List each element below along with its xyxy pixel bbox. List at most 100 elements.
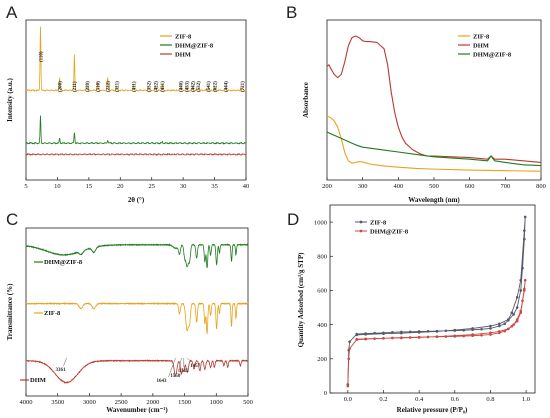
series-marker-d — [382, 332, 385, 335]
panel-a: A 5 10 15 20 25 30 35 40 (110) (200) (211) (220) (31… — [6, 3, 249, 204]
inline-label-c: DHM@ZIF-8 — [44, 259, 83, 266]
series-marker-d — [523, 237, 526, 241]
series-line-c — [25, 242, 249, 269]
x-tick-label-c: 2000 — [146, 399, 159, 406]
series-line-b — [326, 35, 542, 163]
y-tick-label-d: 400 — [317, 322, 327, 329]
series-marker-d — [521, 266, 524, 270]
peak-annotation-a: (442) — [191, 81, 196, 92]
legend-entry-b: ZIF-8 — [473, 33, 490, 40]
x-tick-label-a: 5 — [24, 183, 27, 190]
x-tick-label-d: 0.4 — [415, 396, 424, 403]
x-axis-label-d: Relative pressure (P/P₀) — [397, 406, 468, 414]
series-line-d — [347, 216, 526, 385]
legend-entry-d: DHM@ZIF-8 — [370, 228, 409, 235]
peak-annotation-c: 1643 — [157, 379, 168, 384]
series-marker-d — [480, 333, 483, 337]
peak-annotation-a: (431) — [161, 81, 166, 92]
series-marker-d — [417, 336, 421, 339]
y-tick-label-d: 0 — [324, 390, 327, 397]
peak-annotation-a: (110) — [39, 51, 44, 62]
x-tick-label-b: 500 — [429, 183, 439, 190]
y-axis-label-d: Quantity Adsorbed (cm³/g STP) — [297, 252, 305, 348]
series-marker-d — [391, 331, 394, 334]
x-tick-label-c: 2500 — [115, 399, 128, 406]
x-tick-label-d: 1.0 — [522, 396, 530, 403]
legend-entry-b: DHM — [473, 42, 489, 49]
series-marker-d — [510, 311, 514, 314]
annotation-leader-c — [63, 357, 67, 367]
x-axis-label-c: Wavenumber (cm⁻¹) — [106, 406, 168, 414]
series-marker-d — [521, 299, 524, 303]
legend-marker-d — [359, 220, 363, 224]
inline-label-c: DHM — [30, 377, 46, 384]
plot-frame-a — [25, 19, 247, 181]
peak-annotation-a: (422) — [154, 81, 159, 92]
series-marker-d — [510, 325, 514, 328]
panel-letter-c: C — [6, 210, 18, 229]
annotation-leader-c — [178, 357, 182, 373]
series-marker-d — [417, 331, 421, 334]
panel-letter-b: B — [286, 3, 297, 22]
inline-label-c: ZIF-8 — [44, 310, 61, 317]
series-line-c — [25, 301, 249, 335]
legend-entry-b: DHM@ZIF-8 — [473, 51, 512, 58]
x-tick-label-c: 4000 — [20, 399, 33, 406]
series-marker-d — [391, 336, 394, 340]
series-marker-d — [506, 327, 510, 331]
series-marker-d — [348, 340, 351, 344]
series-marker-d — [348, 347, 351, 350]
series-marker-d — [364, 337, 367, 341]
x-tick-label-b: 600 — [465, 183, 475, 190]
peak-annotation-a: (211) — [73, 81, 78, 92]
series-marker-d — [512, 313, 515, 316]
series-line-b — [326, 131, 542, 167]
x-tick-label-a: 25 — [148, 183, 155, 190]
peak-annotation-c: 3361 — [56, 368, 67, 373]
x-tick-label-a: 20 — [117, 183, 124, 190]
y-tick-label-d: 200 — [317, 356, 327, 363]
series-marker-d — [519, 278, 523, 282]
series-marker-d — [453, 334, 457, 338]
x-tick-label-d: 0.2 — [379, 396, 387, 403]
series-line-b — [326, 115, 542, 172]
series-marker-d — [515, 319, 519, 323]
series-marker-d — [426, 335, 430, 339]
series-marker-d — [435, 335, 439, 338]
x-tick-label-b: 700 — [500, 183, 510, 190]
series-marker-d — [462, 328, 465, 332]
series-marker-d — [503, 322, 506, 326]
plot-content-c: 4000 3500 3000 2500 2000 1500 1000 500 DHM@ZIF-8… — [20, 242, 253, 406]
series-marker-d — [506, 318, 510, 321]
y-axis-label-c: Transmittance (%) — [6, 283, 14, 340]
peak-annotation-a: (332) — [147, 81, 152, 92]
panel-letter-d: D — [287, 210, 299, 229]
x-tick-label-b: 200 — [322, 183, 332, 190]
series-marker-d — [523, 289, 526, 292]
series-marker-d — [435, 330, 439, 333]
series-marker-d — [523, 278, 527, 282]
series-marker-d — [364, 333, 367, 336]
series-marker-d — [523, 229, 526, 232]
legend-entry-a: DHM@ZIF-8 — [175, 42, 214, 49]
series-marker-d — [489, 331, 492, 335]
x-tick-label-c: 3500 — [51, 399, 64, 406]
series-marker-d — [444, 329, 448, 333]
series-marker-d — [471, 333, 474, 336]
panel-d: D 0.0 0.2 0.4 0.6 0.8 1.0 0 200 400 600 800 1000 ZIF… — [287, 204, 536, 414]
series-marker-d — [373, 337, 376, 340]
x-axis-label-a: 2θ (°) — [128, 196, 145, 204]
peak-annotation-a: (222) — [107, 81, 112, 92]
legend-entry-a: ZIF-8 — [175, 33, 192, 40]
series-marker-d — [489, 324, 492, 328]
series-marker-d — [515, 295, 519, 299]
x-tick-label-d: 0.6 — [451, 396, 460, 403]
peak-annotation-a: (321) — [115, 81, 120, 92]
series-marker-d — [426, 330, 430, 333]
series-marker-d — [355, 333, 359, 337]
series-line-a — [25, 26, 247, 92]
peak-annotation-a: (541) — [207, 81, 212, 92]
series-marker-d — [355, 337, 359, 341]
x-tick-label-c: 3000 — [83, 399, 96, 406]
peak-annotation-a: (440) — [179, 81, 184, 92]
